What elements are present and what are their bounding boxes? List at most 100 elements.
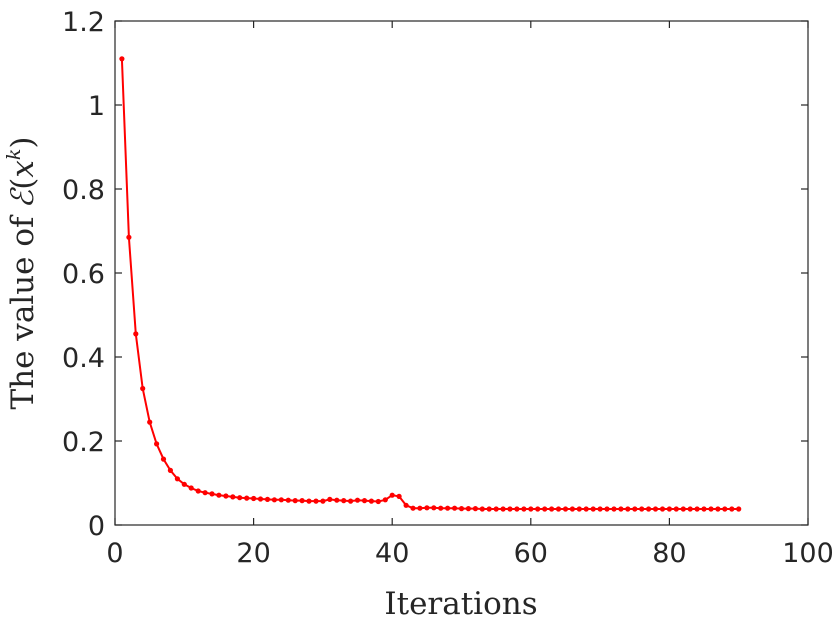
y-tick-label: 0.2 [62, 427, 105, 458]
x-tick-label: 80 [652, 538, 686, 569]
data-point [632, 506, 638, 512]
data-point [368, 498, 374, 504]
data-point [514, 506, 520, 512]
data-point [479, 506, 485, 512]
data-point [431, 505, 437, 511]
data-point [341, 498, 347, 504]
data-point [195, 488, 201, 494]
data-point [216, 492, 222, 498]
data-point [562, 506, 569, 512]
data-point [140, 385, 146, 392]
data-point [694, 506, 700, 512]
data-point [708, 506, 714, 512]
data-point [133, 331, 139, 337]
y-tick-label: 1 [88, 91, 105, 122]
data-point [348, 498, 354, 504]
data-point [410, 505, 416, 511]
data-point [167, 467, 173, 473]
series-layer [119, 56, 742, 512]
data-point [375, 498, 381, 505]
data-point [154, 441, 160, 447]
data-point [313, 498, 319, 504]
data-point [673, 506, 679, 512]
axis-ticks [114, 20, 809, 526]
data-point [306, 498, 312, 504]
data-point [445, 505, 451, 511]
x-tick-label: 40 [375, 538, 409, 569]
data-point [507, 506, 513, 512]
y-tick-label: 0.6 [62, 259, 105, 290]
series-line [120, 58, 739, 510]
data-point [535, 506, 541, 512]
y-axis-title-symbol: ℰ [5, 186, 41, 208]
data-point [438, 505, 444, 511]
data-point [500, 506, 506, 512]
y-axis-title-sup: k [3, 149, 25, 161]
data-point [334, 497, 340, 503]
y-axis-title-paren-close: ) [5, 136, 41, 148]
data-point [722, 506, 728, 512]
data-point [611, 506, 617, 512]
x-tick-label: 20 [236, 538, 270, 569]
data-point [264, 496, 271, 502]
data-point [701, 506, 707, 512]
data-point [569, 506, 576, 512]
data-point [618, 506, 624, 512]
data-point [639, 506, 645, 512]
y-tick-label: 0.8 [62, 175, 105, 206]
data-point [736, 506, 742, 512]
x-tick-labels: 0 20 40 60 80 100 [106, 538, 833, 569]
y-tick-label: 0 [88, 511, 105, 542]
data-point [555, 506, 562, 512]
data-point [666, 506, 673, 512]
y-tick-label: 1.2 [62, 7, 105, 38]
y-axis-title-prefix: The value of [5, 214, 41, 410]
data-point [583, 506, 589, 512]
data-point [257, 496, 264, 502]
data-point [493, 506, 499, 512]
data-point [424, 505, 430, 511]
data-point [181, 481, 187, 487]
data-point [597, 506, 603, 512]
data-point [327, 496, 333, 502]
x-tick-label: 100 [782, 538, 834, 569]
data-point [389, 492, 395, 498]
x-axis-title: Iterations [384, 586, 537, 622]
data-point [549, 506, 555, 512]
data-point [687, 506, 693, 512]
data-point [590, 506, 596, 512]
data-point [361, 498, 368, 504]
data-point [160, 456, 167, 462]
data-point [271, 497, 277, 503]
data-point [659, 506, 666, 512]
y-axis-title: The value of ℰ(xk) [3, 136, 41, 409]
data-point [188, 485, 194, 491]
data-point [729, 506, 735, 512]
data-point [542, 506, 548, 512]
data-point [202, 490, 208, 496]
data-point [403, 502, 409, 508]
data-point [251, 495, 257, 502]
y-axis-title-var: x [5, 160, 41, 178]
y-tick-label: 0.4 [62, 343, 105, 374]
data-point [209, 491, 215, 497]
data-point [396, 493, 402, 499]
data-point [223, 493, 229, 499]
data-point [237, 495, 243, 501]
data-point [147, 419, 153, 425]
data-point [458, 506, 465, 512]
x-tick-label: 60 [514, 538, 548, 569]
data-point [472, 506, 478, 512]
data-point [604, 506, 610, 512]
data-point [278, 497, 284, 503]
data-point [625, 506, 631, 512]
x-tick-label: 0 [106, 538, 123, 569]
data-point [417, 505, 423, 511]
data-point [285, 497, 291, 503]
data-point [174, 476, 180, 482]
data-point [244, 495, 250, 501]
data-point [382, 497, 388, 503]
data-point [576, 506, 582, 512]
data-point [715, 506, 721, 512]
